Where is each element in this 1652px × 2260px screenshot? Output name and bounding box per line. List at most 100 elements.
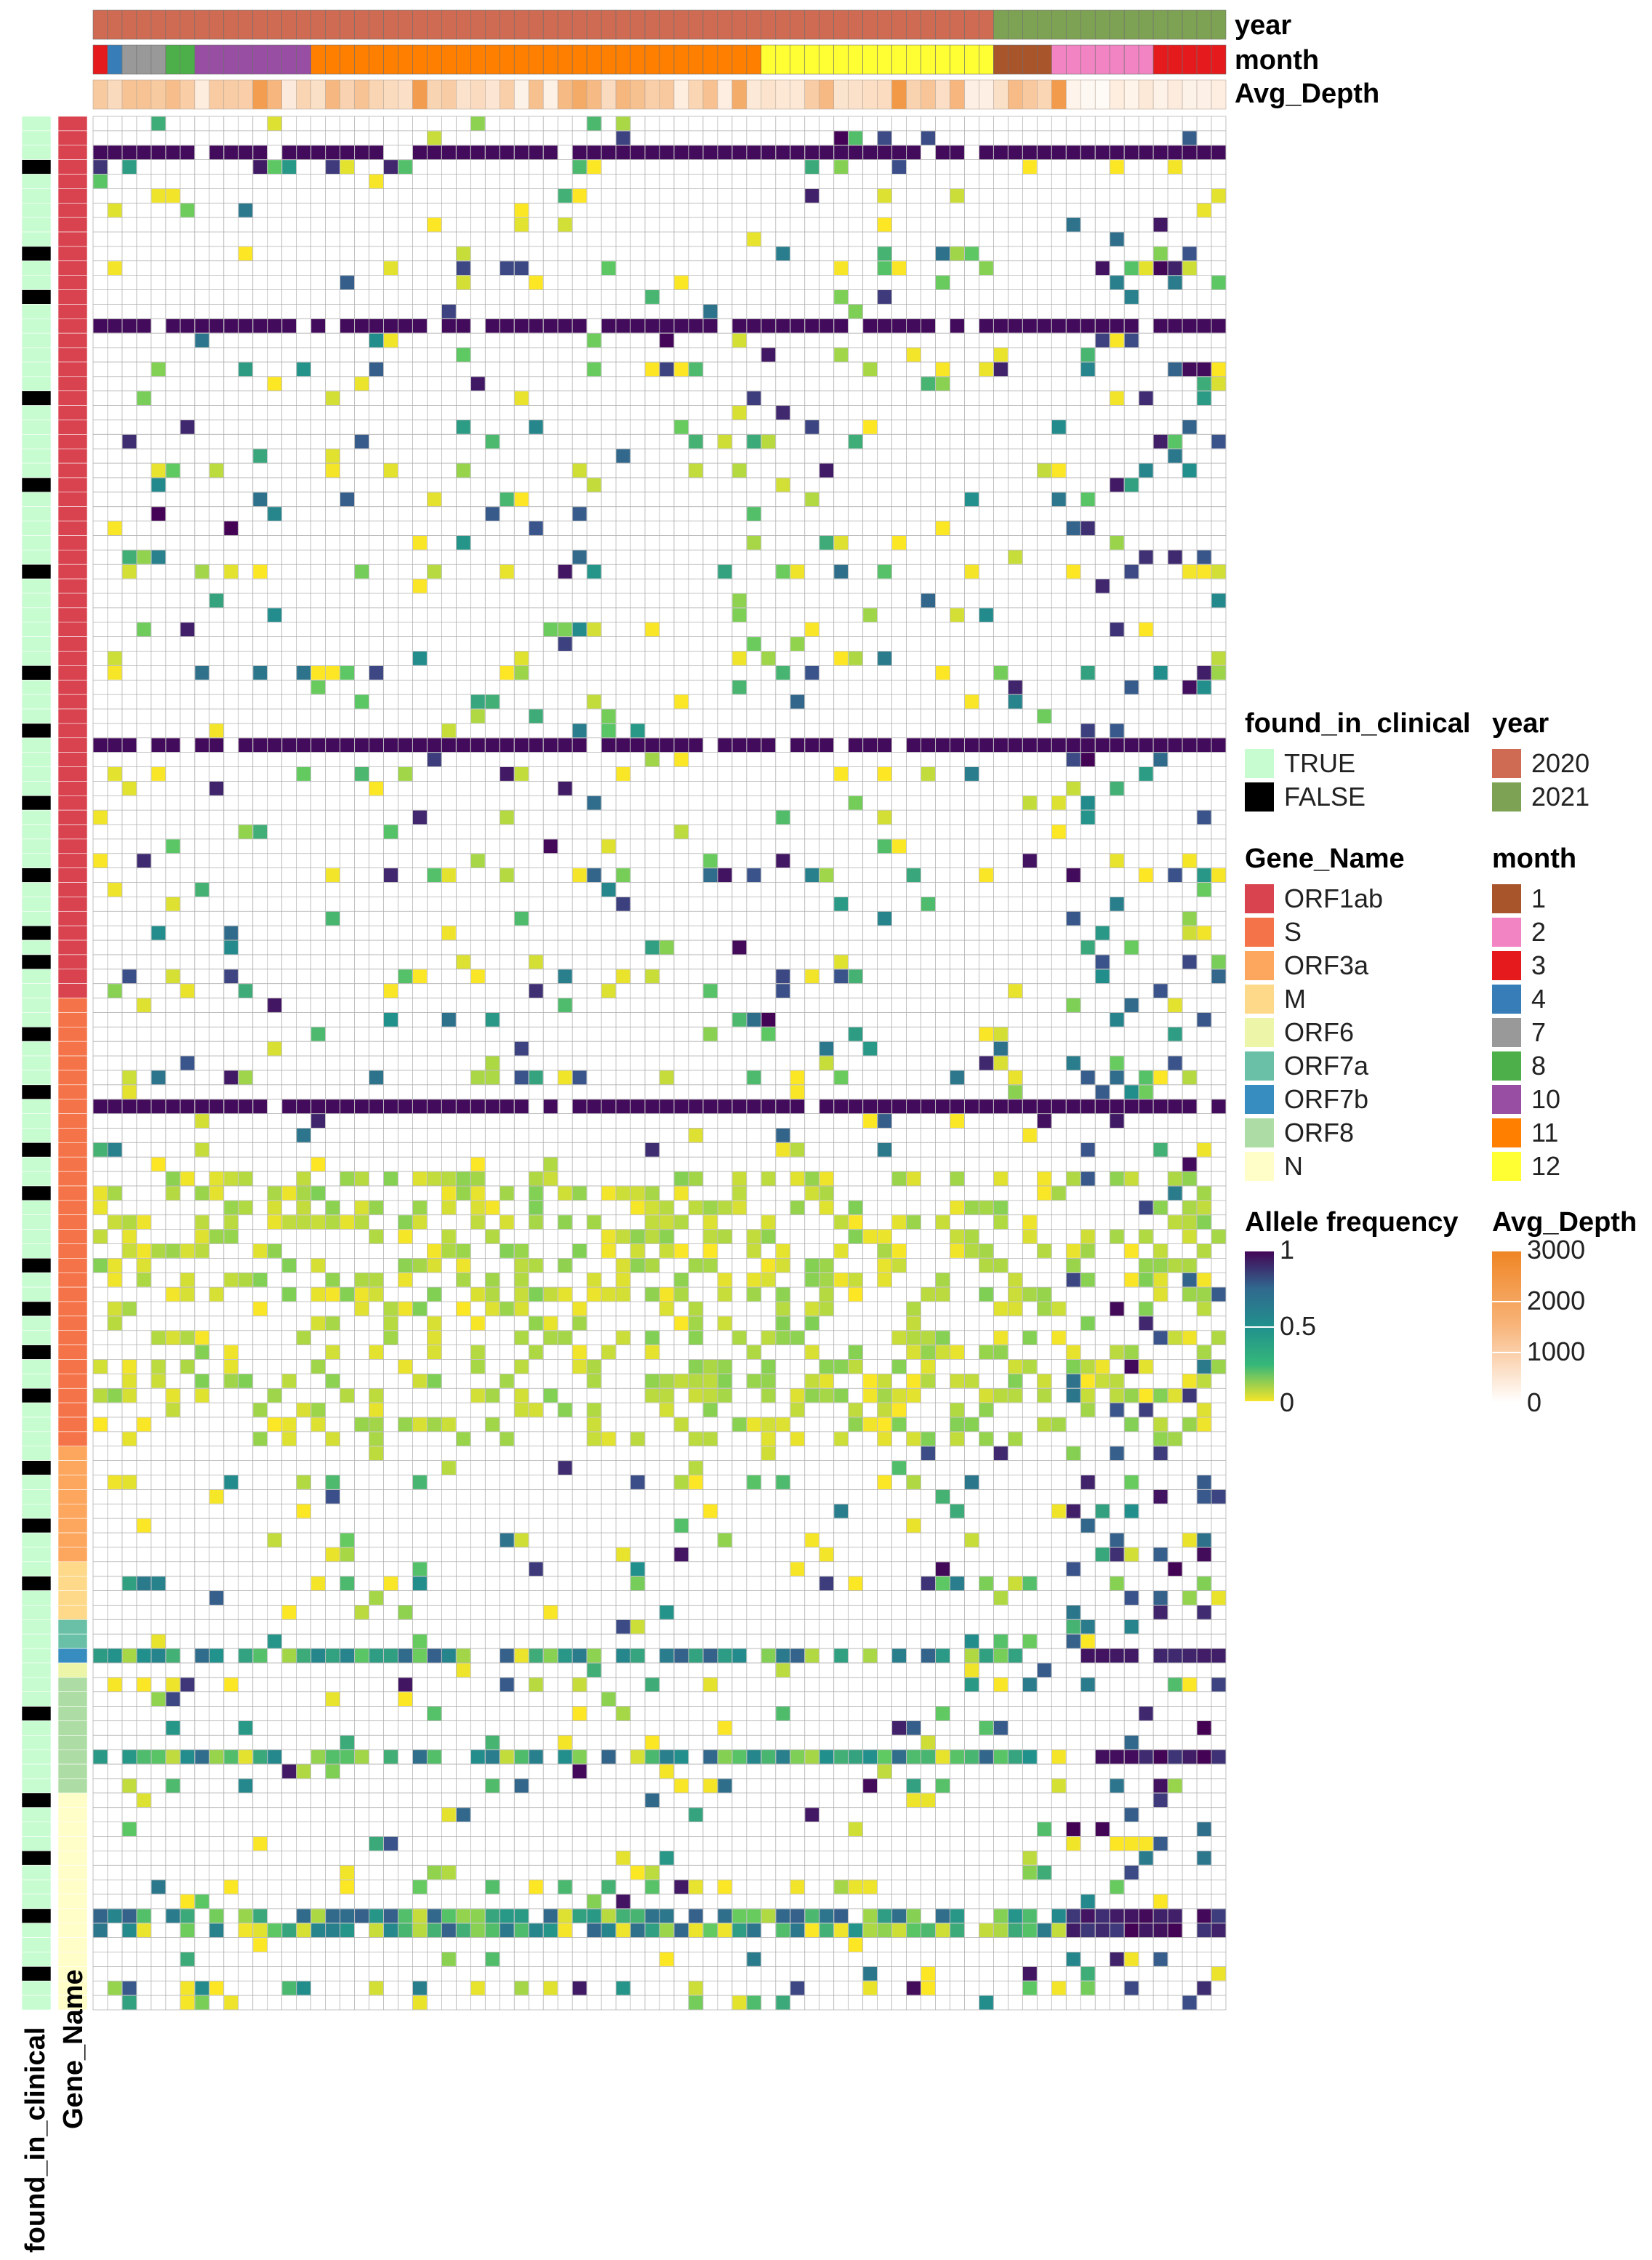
legend-item: ORF3a xyxy=(1245,949,1405,982)
found-in-clinical-cell xyxy=(21,593,52,609)
heatmap-cell xyxy=(747,868,761,883)
heatmap-cell xyxy=(1182,911,1197,926)
heatmap-cell xyxy=(907,1923,921,1938)
heatmap-cell xyxy=(776,1128,790,1142)
heatmap-cell xyxy=(151,1099,166,1114)
heatmap-cell xyxy=(1197,1186,1211,1201)
gene-name-cell xyxy=(57,1749,88,1765)
heatmap-cell xyxy=(137,1750,151,1764)
found-in-clinical-cell xyxy=(21,1576,52,1591)
heatmap-cell xyxy=(340,160,355,175)
heatmap-cell xyxy=(412,1302,427,1316)
heatmap-cell xyxy=(834,261,849,276)
heatmap-cell xyxy=(950,1417,964,1432)
heatmap-cell xyxy=(514,1779,529,1793)
heatmap-cell xyxy=(1080,724,1095,738)
heatmap-cell xyxy=(805,1750,819,1764)
heatmap-cell xyxy=(1022,160,1037,175)
heatmap-cell xyxy=(1124,333,1139,348)
heatmap-cell xyxy=(630,1186,645,1201)
heatmap-cell xyxy=(326,145,340,160)
heatmap-cell xyxy=(1066,1923,1080,1938)
heatmap-cell xyxy=(253,492,268,507)
heatmap-cell xyxy=(238,1720,253,1735)
heatmap-cell xyxy=(776,1243,790,1258)
heatmap-cell xyxy=(819,1171,834,1186)
heatmap-cell xyxy=(1197,1201,1211,1215)
found-in-clinical-cell xyxy=(21,1345,52,1360)
legend-item: 10 xyxy=(1492,1083,1576,1116)
heatmap-cell xyxy=(93,1230,108,1243)
heatmap-cell xyxy=(993,1446,1008,1461)
heatmap-cell xyxy=(500,1533,514,1547)
heatmap-cell xyxy=(93,145,108,160)
heatmap-cell xyxy=(412,1750,427,1764)
heatmap-cell xyxy=(108,261,122,276)
heatmap-cell xyxy=(340,276,355,290)
heatmap-cell xyxy=(311,1417,326,1432)
heatmap-cell xyxy=(674,1518,689,1533)
heatmap-cell xyxy=(108,1215,122,1230)
heatmap-cell xyxy=(441,1186,456,1201)
heatmap-cell xyxy=(1080,665,1095,680)
heatmap-cell xyxy=(674,1316,689,1331)
heatmap-cell xyxy=(703,1388,718,1403)
heatmap-cell xyxy=(1197,1012,1211,1027)
legend-item: 8 xyxy=(1492,1049,1576,1083)
legend-item: 1 xyxy=(1492,882,1576,915)
heatmap-cell xyxy=(892,318,907,333)
heatmap-cell xyxy=(340,1648,355,1663)
heatmap-cell xyxy=(761,1258,776,1273)
avg-depth-annotation-cell xyxy=(1152,79,1168,110)
year-annotation-cell xyxy=(615,9,631,40)
heatmap-cell xyxy=(572,1360,587,1374)
found-in-clinical-cell xyxy=(21,578,52,594)
heatmap-cell xyxy=(398,160,412,175)
heatmap-cell xyxy=(616,1230,630,1243)
heatmap-cell xyxy=(776,1331,790,1345)
heatmap-cell xyxy=(166,1648,180,1663)
gene-name-cell xyxy=(57,260,88,276)
heatmap-cell xyxy=(151,738,166,753)
heatmap-cell xyxy=(166,145,180,160)
heatmap-cell xyxy=(108,145,122,160)
gene-name-cell xyxy=(57,1879,88,1895)
heatmap-cell xyxy=(993,1634,1008,1648)
heatmap-cell xyxy=(819,1273,834,1287)
heatmap-cell xyxy=(601,1099,616,1114)
heatmap-cell xyxy=(689,1331,703,1345)
heatmap-cell xyxy=(412,1995,427,2010)
heatmap-cell xyxy=(355,1171,369,1186)
avg-depth-annotation-cell xyxy=(833,79,849,110)
heatmap-cell xyxy=(268,1201,282,1215)
heatmap-cell xyxy=(732,1417,747,1432)
gene-name-cell xyxy=(57,1446,88,1461)
found-in-clinical-cell xyxy=(21,550,52,565)
heatmap-cell xyxy=(470,694,485,709)
year-annotation-cell xyxy=(252,9,268,40)
heatmap-cell xyxy=(776,1417,790,1432)
heatmap-cell xyxy=(805,188,819,203)
heatmap-cell xyxy=(950,1923,964,1938)
heatmap-cell xyxy=(718,1201,732,1215)
month-annotation-cell xyxy=(209,44,225,75)
heatmap-cell xyxy=(369,665,383,680)
heatmap-cell xyxy=(1080,1403,1095,1417)
heatmap-cell xyxy=(979,1576,993,1591)
heatmap-cell xyxy=(1197,203,1211,217)
heatmap-cell xyxy=(587,1663,601,1678)
heatmap-cell xyxy=(907,738,921,753)
heatmap-cell xyxy=(849,651,863,665)
heatmap-cell xyxy=(412,1562,427,1576)
heatmap-cell xyxy=(355,767,369,781)
heatmap-cell xyxy=(1197,665,1211,680)
heatmap-cell xyxy=(805,1808,819,1822)
heatmap-cell xyxy=(456,261,470,276)
heatmap-cell xyxy=(936,1576,950,1591)
heatmap-cell xyxy=(470,145,485,160)
heatmap-cell xyxy=(921,1099,936,1114)
heatmap-cell xyxy=(936,1923,950,1938)
heatmap-cell xyxy=(297,767,311,781)
year-annotation-cell xyxy=(1109,9,1125,40)
month-annotation-cell xyxy=(862,44,878,75)
